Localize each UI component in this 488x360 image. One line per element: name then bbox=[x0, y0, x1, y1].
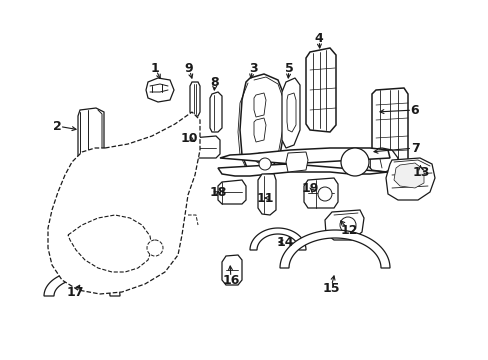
Text: 9: 9 bbox=[184, 62, 193, 75]
Circle shape bbox=[339, 217, 355, 233]
Text: 18: 18 bbox=[209, 185, 226, 198]
Polygon shape bbox=[222, 255, 242, 285]
Polygon shape bbox=[282, 78, 299, 148]
Text: 1: 1 bbox=[150, 62, 159, 75]
Circle shape bbox=[254, 153, 264, 163]
Text: 2: 2 bbox=[53, 120, 61, 132]
Text: 10: 10 bbox=[180, 131, 197, 144]
Polygon shape bbox=[209, 92, 222, 132]
Polygon shape bbox=[325, 210, 363, 240]
Polygon shape bbox=[393, 163, 423, 188]
Text: 17: 17 bbox=[66, 285, 83, 298]
Text: 3: 3 bbox=[248, 62, 257, 75]
Polygon shape bbox=[187, 136, 220, 158]
Polygon shape bbox=[364, 148, 397, 172]
Polygon shape bbox=[249, 228, 305, 250]
Polygon shape bbox=[285, 152, 307, 172]
Polygon shape bbox=[190, 82, 200, 116]
Circle shape bbox=[259, 158, 270, 170]
Circle shape bbox=[147, 240, 163, 256]
Polygon shape bbox=[253, 93, 265, 117]
Text: 6: 6 bbox=[410, 104, 418, 117]
Circle shape bbox=[317, 187, 331, 201]
Polygon shape bbox=[48, 112, 200, 294]
Text: 14: 14 bbox=[276, 235, 293, 248]
Text: 5: 5 bbox=[284, 62, 293, 75]
Polygon shape bbox=[286, 93, 295, 132]
Text: 15: 15 bbox=[322, 282, 339, 294]
Polygon shape bbox=[304, 178, 337, 208]
Circle shape bbox=[340, 148, 368, 176]
Text: 13: 13 bbox=[411, 166, 429, 179]
Polygon shape bbox=[385, 158, 434, 200]
Text: 11: 11 bbox=[256, 192, 273, 204]
Polygon shape bbox=[253, 118, 265, 142]
Text: 12: 12 bbox=[340, 224, 357, 237]
Polygon shape bbox=[218, 148, 389, 176]
Polygon shape bbox=[240, 74, 285, 174]
Polygon shape bbox=[146, 78, 174, 102]
Polygon shape bbox=[258, 174, 275, 215]
Text: 4: 4 bbox=[314, 31, 323, 45]
Text: 19: 19 bbox=[301, 181, 318, 194]
Polygon shape bbox=[78, 108, 104, 174]
Polygon shape bbox=[371, 88, 407, 168]
Polygon shape bbox=[44, 271, 120, 296]
Text: 8: 8 bbox=[210, 76, 219, 89]
Polygon shape bbox=[218, 180, 245, 204]
Text: 7: 7 bbox=[410, 141, 419, 154]
Polygon shape bbox=[280, 230, 389, 268]
Text: 16: 16 bbox=[222, 274, 239, 287]
Polygon shape bbox=[68, 215, 152, 272]
Polygon shape bbox=[305, 48, 335, 132]
